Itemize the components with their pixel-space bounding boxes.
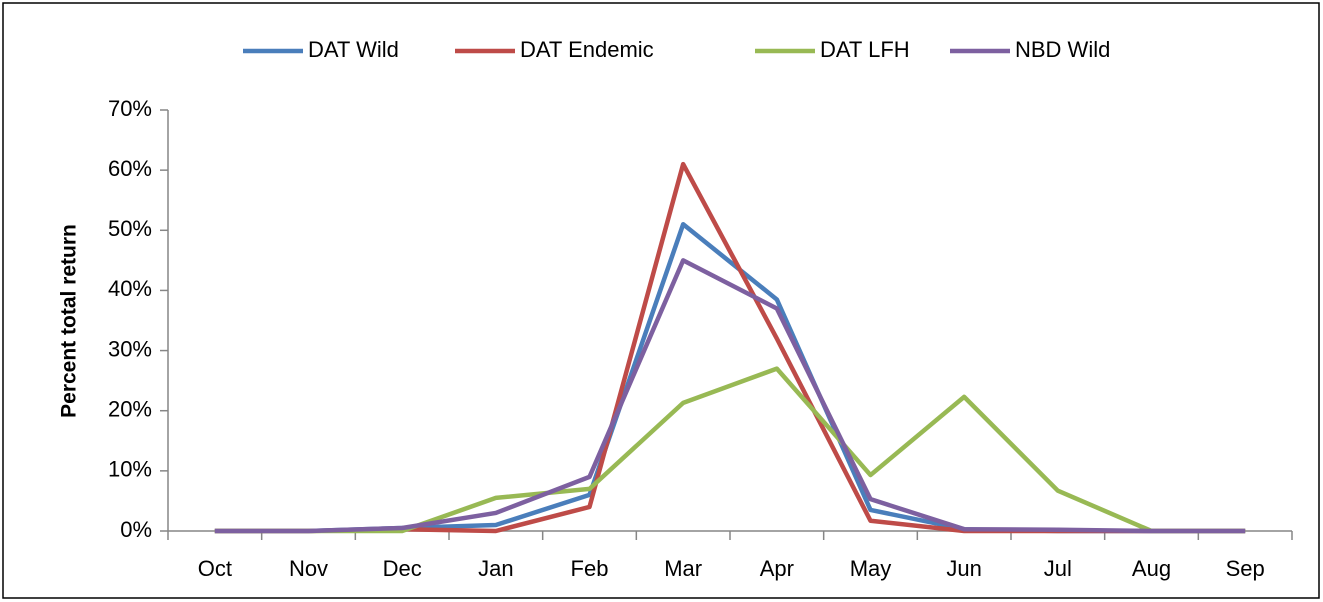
x-tick-label: Jan <box>478 556 513 581</box>
x-tick-label: Dec <box>383 556 422 581</box>
x-tick-label: Nov <box>289 556 328 581</box>
y-tick-label: 60% <box>108 156 152 181</box>
series-line <box>214 366 1246 534</box>
x-tick-label: Jun <box>946 556 981 581</box>
series-line <box>214 258 1246 534</box>
y-axis-label: Percent total return <box>58 224 81 418</box>
y-tick-label: 10% <box>108 457 152 482</box>
y-tick-label: 0% <box>120 517 152 542</box>
x-tick-label: Sep <box>1226 556 1265 581</box>
x-tick-label: Aug <box>1132 556 1171 581</box>
legend-label: DAT Wild <box>308 37 399 62</box>
x-tick-label: Apr <box>760 556 794 581</box>
x-tick-label: May <box>850 556 892 581</box>
legend-label: DAT Endemic <box>520 37 654 62</box>
y-tick-label: 30% <box>108 336 152 361</box>
x-tick-label: Oct <box>198 556 232 581</box>
y-tick-label: 20% <box>108 397 152 422</box>
y-tick-label: 70% <box>108 96 152 121</box>
x-tick-label: Mar <box>664 556 702 581</box>
y-tick-label: 40% <box>108 276 152 301</box>
x-tick-label: Feb <box>571 556 609 581</box>
legend-label: DAT LFH <box>820 37 910 62</box>
y-tick-label: 50% <box>108 216 152 241</box>
legend-label: NBD Wild <box>1015 37 1110 62</box>
x-tick-label: Jul <box>1044 556 1072 581</box>
